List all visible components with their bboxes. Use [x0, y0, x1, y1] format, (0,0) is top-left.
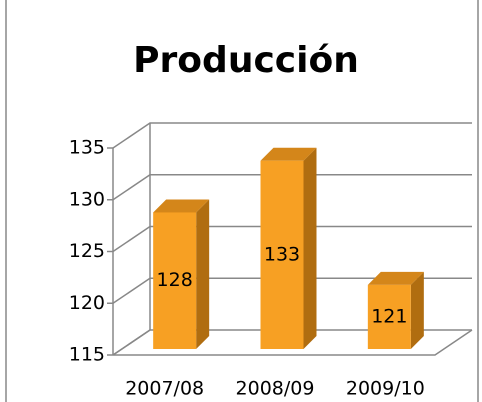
x-tick-label: 2009/10	[346, 378, 425, 400]
x-tick-label: 2008/09	[236, 378, 315, 400]
grid-line	[112, 225, 472, 253]
x-tick-label: 2007/08	[125, 378, 204, 400]
bar-side	[303, 147, 317, 349]
y-tick-label: 120	[69, 292, 105, 314]
bar-side	[410, 271, 424, 349]
bar	[367, 284, 411, 349]
grid-line	[112, 329, 472, 356]
grid-line	[112, 122, 472, 149]
bar	[260, 160, 304, 349]
bar-top	[367, 271, 424, 285]
bar-top	[153, 199, 210, 213]
grid-line	[112, 174, 472, 201]
floor	[113, 329, 473, 356]
value-label: 133	[264, 243, 300, 265]
bar-side	[196, 199, 210, 349]
value-label: 128	[157, 269, 193, 291]
bar-top	[260, 147, 317, 161]
value-label: 121	[371, 305, 407, 327]
y-tick-label: 125	[69, 240, 105, 262]
y-tick-label: 130	[69, 188, 105, 210]
y-tick-label: 135	[69, 137, 105, 159]
chart-title: Producción	[133, 40, 359, 81]
grid-line	[112, 277, 472, 304]
bar	[153, 212, 197, 349]
y-tick-label: 115	[69, 344, 105, 366]
